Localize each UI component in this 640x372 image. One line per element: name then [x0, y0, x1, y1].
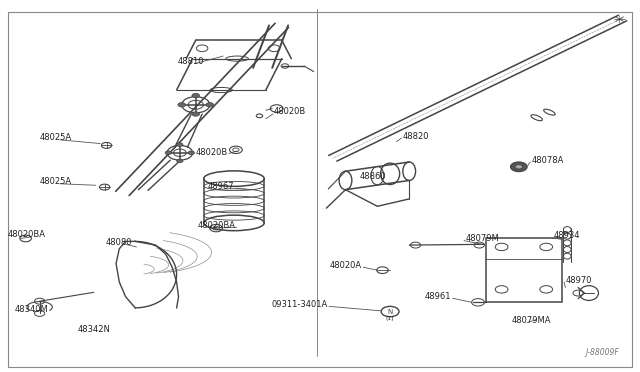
Circle shape [192, 112, 200, 116]
Text: 48025A: 48025A [40, 177, 72, 186]
Text: 48080: 48080 [105, 238, 132, 247]
Text: 48020BA: 48020BA [198, 221, 236, 230]
Text: 48340M: 48340M [14, 305, 48, 314]
Text: 48079MA: 48079MA [511, 316, 550, 325]
Text: N: N [387, 308, 393, 315]
Text: 48934: 48934 [553, 231, 580, 240]
Circle shape [165, 151, 172, 155]
Text: 48860: 48860 [360, 172, 386, 181]
Circle shape [178, 103, 186, 107]
Text: 48820: 48820 [403, 132, 429, 141]
Text: 48967: 48967 [208, 182, 235, 191]
Circle shape [177, 159, 183, 163]
Circle shape [177, 143, 183, 147]
Text: 48025A: 48025A [40, 133, 72, 142]
Text: 48020BA: 48020BA [8, 230, 46, 239]
Circle shape [511, 162, 527, 171]
Circle shape [188, 151, 195, 155]
Text: 48970: 48970 [565, 276, 592, 285]
Circle shape [206, 103, 214, 107]
Text: (1): (1) [386, 316, 394, 321]
Text: J-88009F: J-88009F [586, 348, 620, 357]
Text: 48810: 48810 [177, 57, 204, 66]
Circle shape [515, 164, 523, 169]
Text: 09311-3401A: 09311-3401A [271, 300, 328, 310]
Circle shape [192, 93, 200, 98]
Bar [486, 238, 562, 302]
Text: 48020A: 48020A [330, 261, 362, 270]
Text: 48342N: 48342N [78, 325, 111, 334]
Text: 48020B: 48020B [274, 107, 307, 116]
Text: 48078A: 48078A [532, 155, 564, 165]
Text: 48020B: 48020B [195, 148, 228, 157]
Text: 48961: 48961 [425, 292, 451, 301]
Text: 48079M: 48079M [465, 234, 499, 243]
